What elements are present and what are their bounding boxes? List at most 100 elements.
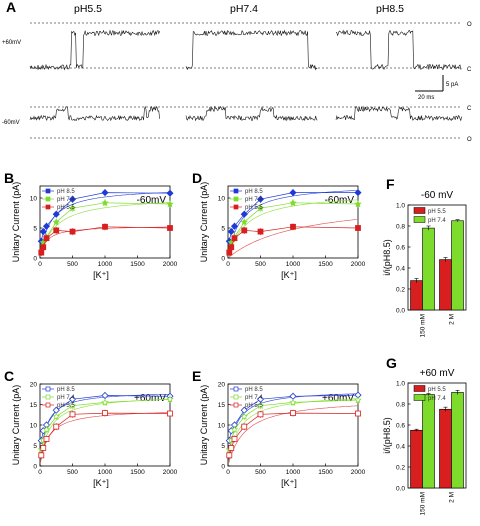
- chart-group: B 0 500 1000 1500 2000 0 5 10 [K⁺] Unitary Current…: [4, 170, 467, 515]
- x-tick-label: 0: [226, 469, 230, 476]
- legend-marker: [45, 386, 51, 392]
- y-tick-label: 0.0: [396, 307, 405, 314]
- category-label: 150 mM: [420, 314, 427, 337]
- y-axis-label: i/i(pH8.5): [382, 239, 392, 276]
- condition-label: -60mV: [137, 195, 167, 206]
- y-axis-label: Unitary Current (pA): [199, 385, 209, 466]
- channel-trace: [29, 29, 160, 71]
- fit-curve: [40, 412, 169, 464]
- y-tick-label: 0.6: [396, 422, 405, 429]
- y-tick-label: 5: [33, 225, 37, 232]
- data-point: [101, 189, 109, 197]
- legend-label: pH 7.4: [57, 395, 75, 401]
- x-tick-label: 1000: [286, 469, 301, 476]
- legend-label: pH 5.5: [57, 205, 75, 211]
- legend-label: pH 7.4: [428, 396, 446, 402]
- data-point: [53, 423, 60, 430]
- legend-swatch: [413, 216, 426, 223]
- y-axis-label: i/i(pH8.5): [382, 417, 392, 454]
- x-axis-label: [K⁺]: [281, 478, 297, 488]
- data-point: [227, 228, 235, 236]
- y-tick-label: 10: [30, 195, 38, 202]
- legend-marker: [45, 204, 51, 210]
- state-label-closed-bottom: C: [467, 106, 472, 112]
- fit-curve: [40, 399, 169, 464]
- channel-trace: [185, 105, 318, 122]
- legend-marker: [233, 386, 239, 392]
- x-tick-label: 0: [38, 469, 42, 476]
- panel-label-b: B: [4, 170, 14, 186]
- x-tick-label: 1500: [318, 261, 333, 268]
- bar: [451, 392, 464, 489]
- bar: [451, 220, 464, 311]
- condition-label: +60mV: [134, 393, 166, 404]
- channel-trace: [29, 105, 160, 122]
- panel-label-a: A: [6, 0, 16, 15]
- data-point: [290, 410, 296, 417]
- data-point: [69, 411, 76, 418]
- data-point: [256, 195, 265, 203]
- data-point: [166, 200, 174, 208]
- data-point: [42, 425, 51, 433]
- bar: [410, 429, 423, 489]
- y-tick-label: 0.2: [396, 464, 405, 471]
- category-label: 150 mM: [420, 492, 427, 515]
- data-point: [40, 244, 47, 251]
- panel-g: G +60 mV 0.0 0.2 0.4 0.6 0.8 1.0 i/i(pH8.5) 150 m…: [382, 355, 467, 515]
- y-axis-label: Unitary Current (pA): [11, 182, 21, 263]
- y-tick-label: 0.4: [396, 443, 405, 450]
- data-point: [228, 244, 235, 251]
- x-tick-label: 1500: [130, 469, 145, 476]
- y-tick-label: 1.0: [396, 202, 405, 209]
- row-label-plus60: +60mV: [2, 40, 21, 46]
- x-tick-label: 2000: [351, 261, 366, 268]
- data-point: [228, 445, 235, 451]
- bar: [422, 394, 435, 489]
- y-tick-label: 15: [218, 402, 226, 409]
- bar: [410, 280, 423, 311]
- y-tick-label: 1.0: [396, 380, 405, 387]
- data-point: [69, 228, 76, 235]
- x-tick-label: 500: [255, 469, 266, 476]
- data-point: [52, 412, 60, 420]
- data-point: [68, 204, 77, 212]
- data-point: [355, 225, 361, 231]
- data-point: [354, 200, 362, 208]
- x-tick-label: 2000: [163, 261, 178, 268]
- panel-e: E 0 500 1000 1500 2000 0 5 10 15 20 [K⁺] Unitary Cur…: [192, 368, 366, 488]
- legend-label: pH 8.5: [57, 189, 75, 195]
- category-label: 2 M: [449, 314, 456, 325]
- y-tick-label: 0.0: [396, 485, 405, 492]
- data-point: [42, 222, 51, 230]
- x-axis-label: [K⁺]: [93, 270, 109, 280]
- trace-header-ph55: pH5.5: [74, 3, 102, 15]
- data-point: [240, 210, 248, 218]
- panel-f: F -60 mV 0.0 0.2 0.4 0.6 0.8 1.0 i/i(pH8.5) 150 m…: [382, 176, 467, 337]
- data-point: [226, 452, 233, 459]
- x-tick-label: 2000: [351, 469, 366, 476]
- y-tick-label: 0.6: [396, 244, 405, 251]
- condition-label: +60 mV: [420, 368, 455, 379]
- legend-label: pH 5.5: [245, 403, 263, 409]
- data-point: [241, 227, 248, 234]
- series-line: [228, 226, 359, 253]
- data-point: [240, 412, 248, 420]
- data-point: [289, 392, 297, 400]
- data-point: [43, 235, 50, 242]
- condition-label: -60mV: [325, 195, 355, 206]
- legend-marker: [233, 204, 239, 210]
- legend-label: pH 7.4: [245, 395, 263, 401]
- legend-swatch: [413, 394, 426, 401]
- legend-label: pH 5.5: [428, 209, 446, 215]
- data-point: [68, 402, 77, 410]
- data-point: [167, 410, 173, 417]
- legend-swatch: [413, 385, 426, 392]
- data-point: [241, 423, 248, 430]
- data-point: [52, 218, 60, 226]
- fit-curve: [40, 226, 169, 257]
- y-axis-label: Unitary Current (pA): [11, 385, 21, 466]
- fit-curve: [40, 192, 169, 256]
- data-point: [230, 425, 239, 433]
- data-point: [40, 445, 47, 451]
